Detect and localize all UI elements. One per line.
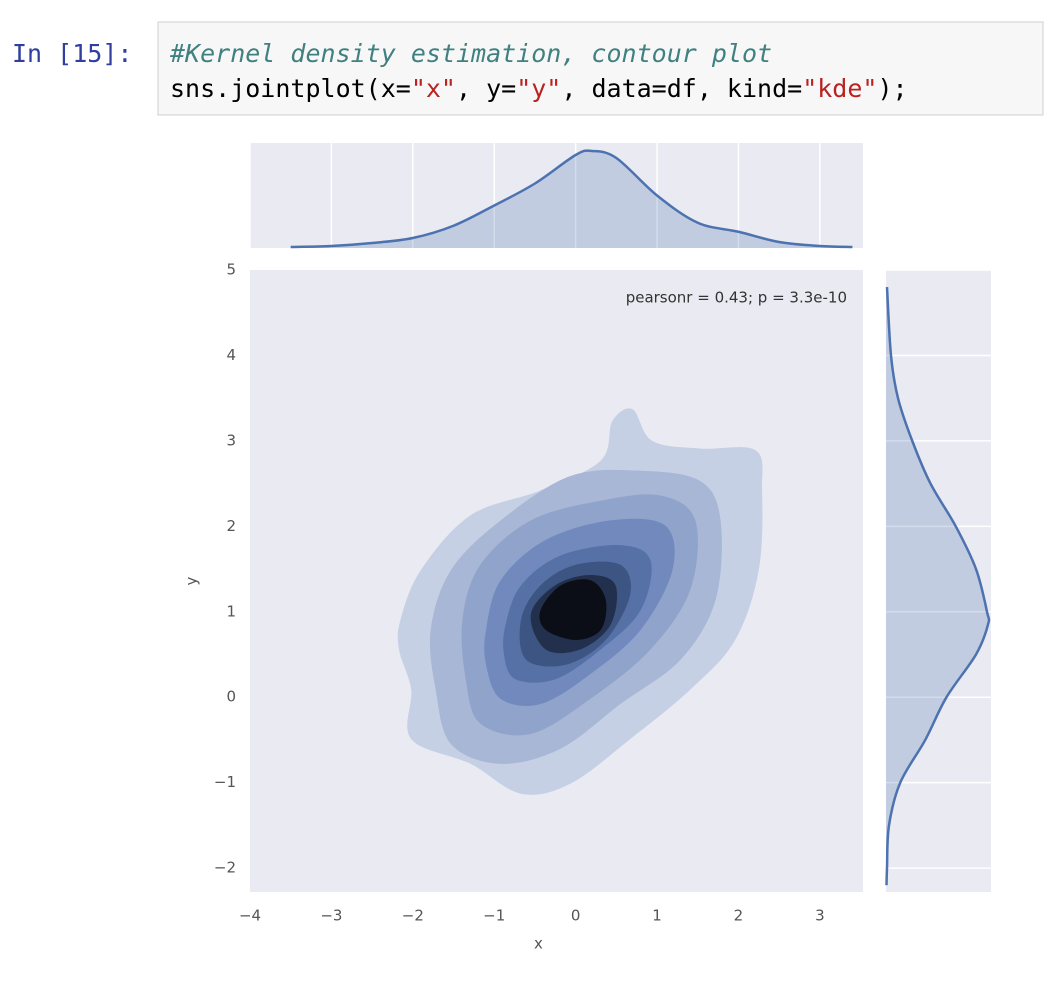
marginal-x-area	[250, 143, 863, 248]
y-tick-label: 0	[226, 688, 236, 706]
code-text: , y=	[456, 74, 516, 103]
code-cell[interactable]	[157, 21, 1044, 116]
x-tick-label: 0	[571, 907, 581, 925]
x-tick-label: 1	[652, 907, 662, 925]
x-tick-label: −2	[402, 907, 424, 925]
annotation: pearsonr = 0.43; p = 3.3e-10	[626, 289, 847, 307]
marginal-y-line	[885, 287, 991, 886]
code-string: "x"	[411, 74, 456, 103]
marginal-y-area-fill	[886, 287, 990, 886]
y-tick-label: −2	[214, 859, 236, 877]
x-tick-label: 2	[734, 907, 744, 925]
chart: −4 −3 −2 −1 0 1 2 3 −2 −1 0 1 2 3 4 5 pearsonr = 0.43; p…	[183, 143, 991, 953]
marginal-x-area-fill	[290, 150, 853, 248]
y-tick-label: 2	[226, 517, 236, 535]
cell-prompt: In [15]:	[12, 39, 132, 68]
y-axis-label: y	[183, 576, 201, 585]
code-comment: #Kernel density estimation, contour plot	[169, 39, 772, 68]
marginal-x-line	[290, 149, 853, 249]
kde-contour	[539, 579, 607, 640]
y-tick-label: 3	[226, 431, 236, 449]
x-tick-label: −1	[483, 907, 505, 925]
y-tick-label: −1	[214, 773, 236, 791]
x-axis-label: x	[534, 935, 543, 953]
code-text: , data=df, kind=	[561, 74, 802, 103]
code-text: sns.jointplot(x=	[170, 74, 411, 103]
x-tick-label: 3	[815, 907, 825, 925]
code-line: sns.jointplot(x="x", y="y", data=df, kin…	[170, 74, 908, 103]
x-tick-label: −4	[239, 907, 261, 925]
code-text: );	[877, 74, 907, 103]
marginal-y-area	[886, 270, 991, 892]
code-string: "kde"	[802, 74, 877, 103]
y-tick-label: 5	[226, 261, 236, 279]
y-tick-label: 1	[226, 602, 236, 620]
y-tick-label: 4	[226, 346, 236, 364]
code-string: "y"	[516, 74, 561, 103]
x-tick-label: −3	[320, 907, 342, 925]
